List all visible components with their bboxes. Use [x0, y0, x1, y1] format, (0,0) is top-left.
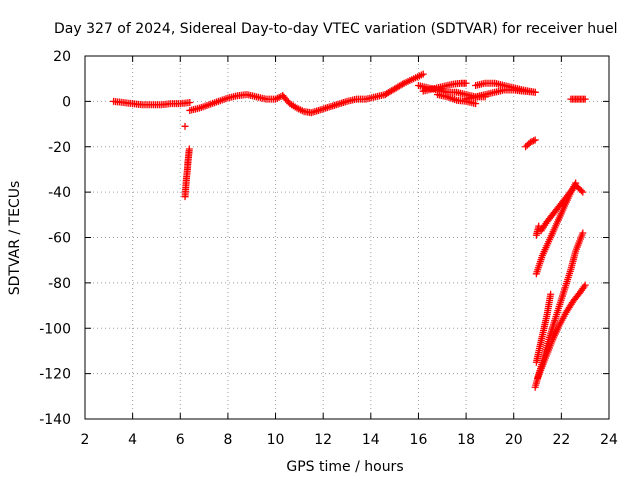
axis-ticks [84, 55, 610, 420]
x-tick-label: 2 [81, 432, 90, 448]
data-point [547, 290, 555, 298]
x-tick-label: 12 [314, 432, 332, 448]
x-tick-label: 16 [410, 432, 428, 448]
data-point [528, 137, 536, 145]
data-point [535, 222, 543, 230]
series-track-5 [279, 91, 389, 117]
data-point [419, 70, 427, 78]
series-track-18 [534, 281, 589, 382]
data-point [531, 136, 539, 144]
y-tick-label: -120 [39, 367, 71, 383]
data-point [581, 281, 589, 289]
y-tick-label: -140 [39, 412, 71, 428]
y-tick-label: 20 [53, 49, 71, 65]
data-points [110, 70, 589, 391]
data-point [531, 88, 539, 96]
x-tick-label: 20 [505, 432, 523, 448]
series-track-13 [567, 95, 589, 103]
x-tick-label: 24 [600, 432, 618, 448]
series-track-4 [186, 91, 287, 114]
data-point [579, 229, 587, 237]
x-tick-label: 10 [267, 432, 285, 448]
x-tick-label: 18 [457, 432, 475, 448]
series-track-12 [522, 136, 539, 151]
data-point [579, 188, 587, 196]
series-track-11 [472, 79, 539, 96]
data-point [581, 95, 589, 103]
series-track-3 [181, 122, 189, 130]
data-point [522, 143, 530, 151]
data-point [462, 79, 470, 87]
x-tick-label: 8 [223, 432, 232, 448]
series-track-2 [181, 145, 193, 201]
x-axis-label: GPS time / hours [286, 459, 403, 475]
series-track-19 [532, 290, 555, 366]
data-point [472, 100, 480, 108]
y-tick-label: 0 [62, 94, 71, 110]
y-axis-label: SDTVAR / TECUs [7, 181, 23, 296]
y-tick-label: -60 [48, 231, 71, 247]
data-point [526, 138, 534, 146]
x-tick-label: 4 [128, 432, 137, 448]
x-tick-labels: 2 4 6 8 10 12 14 16 18 20 22 24 [81, 432, 618, 448]
data-point [181, 122, 189, 130]
x-tick-label: 22 [552, 432, 570, 448]
x-tick-label: 6 [176, 432, 185, 448]
data-point [186, 99, 194, 107]
series-track-1 [110, 97, 194, 109]
y-tick-label: -20 [48, 140, 71, 156]
series-track-16 [537, 181, 587, 235]
data-point [577, 187, 585, 195]
series-track-8 [434, 91, 480, 108]
y-tick-label: -100 [39, 321, 71, 337]
y-tick-label: -80 [48, 276, 71, 292]
y-tick-labels: 20 0 -20 -40 -60 -80 -100 -120 -140 [39, 49, 71, 428]
plot-frame [84, 55, 610, 420]
data-point [185, 145, 193, 153]
chart-title: Day 327 of 2024, Sidereal Day-to-day VTE… [54, 21, 617, 37]
grid-lines [85, 56, 609, 419]
series-track-9 [419, 79, 470, 95]
data-point [523, 141, 531, 149]
data-point [530, 137, 538, 145]
series-track-6 [381, 70, 427, 99]
x-tick-label: 14 [362, 432, 380, 448]
y-tick-label: -40 [48, 185, 71, 201]
